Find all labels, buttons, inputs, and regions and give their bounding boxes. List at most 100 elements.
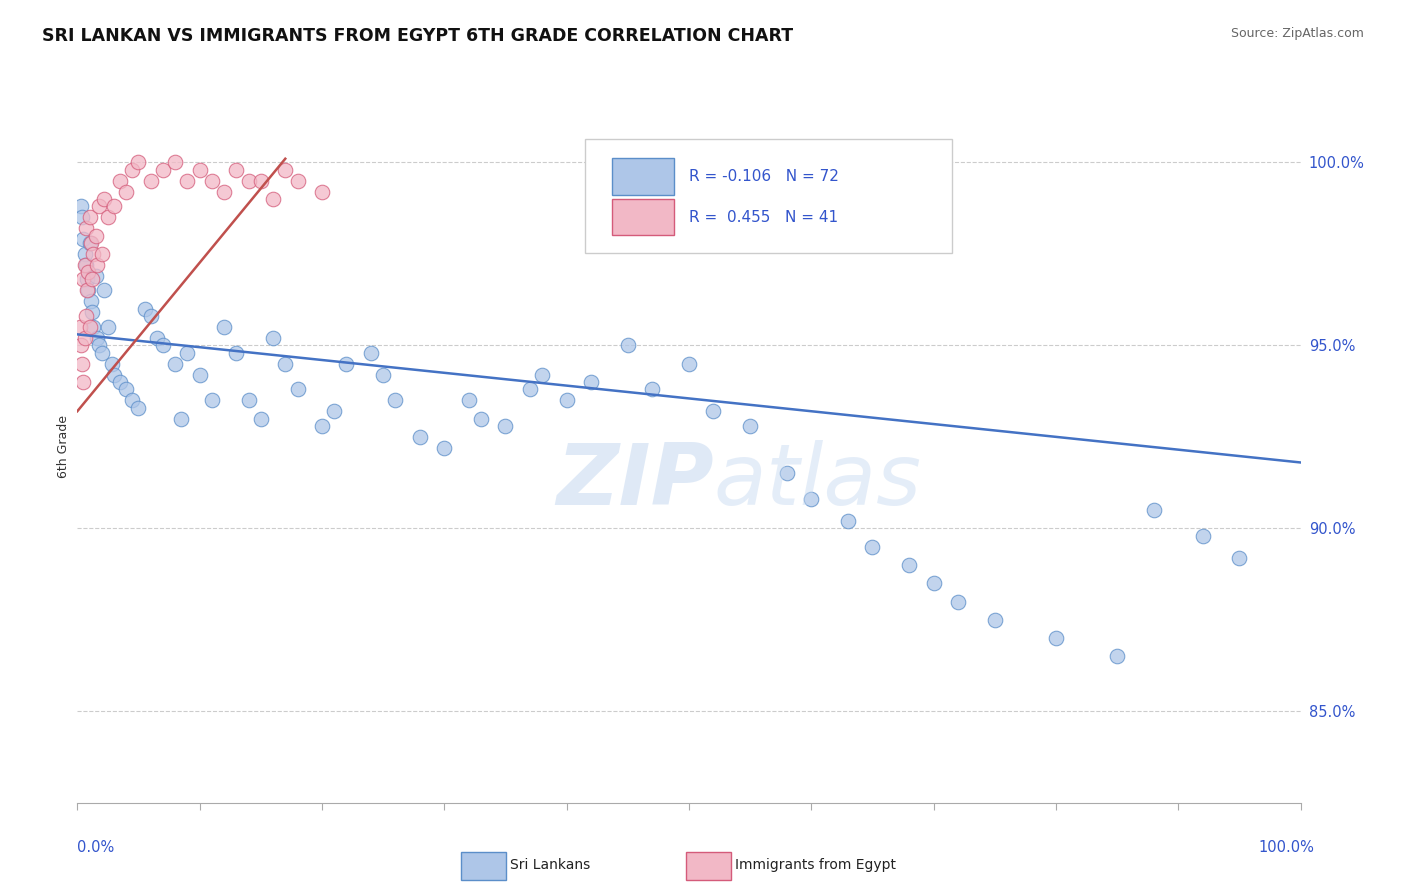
Point bbox=[287, 382, 309, 396]
Point bbox=[86, 331, 108, 345]
Text: Sri Lankans: Sri Lankans bbox=[510, 858, 591, 872]
Point bbox=[108, 375, 131, 389]
Point bbox=[80, 305, 103, 319]
Point bbox=[274, 162, 297, 177]
Point bbox=[531, 368, 554, 382]
Point bbox=[121, 393, 143, 408]
FancyBboxPatch shape bbox=[612, 199, 675, 235]
Point bbox=[127, 155, 149, 169]
Text: R =  0.455   N = 41: R = 0.455 N = 41 bbox=[689, 211, 838, 225]
Point bbox=[1045, 631, 1067, 645]
Text: 100.0%: 100.0% bbox=[1258, 840, 1315, 855]
Point bbox=[93, 192, 115, 206]
Point bbox=[311, 418, 333, 433]
Point bbox=[72, 375, 94, 389]
Point bbox=[1191, 529, 1213, 543]
Point bbox=[201, 174, 224, 188]
Point bbox=[702, 404, 724, 418]
Point bbox=[79, 235, 101, 250]
Text: 0.0%: 0.0% bbox=[77, 840, 114, 855]
Point bbox=[323, 404, 346, 418]
Point bbox=[90, 345, 112, 359]
Point bbox=[946, 594, 969, 608]
Point bbox=[371, 368, 394, 382]
Point bbox=[188, 368, 211, 382]
Point bbox=[250, 411, 273, 425]
Point bbox=[555, 393, 578, 408]
Point bbox=[115, 185, 138, 199]
Point bbox=[80, 235, 103, 250]
Point bbox=[1229, 550, 1251, 565]
Point bbox=[384, 393, 406, 408]
Point bbox=[127, 401, 149, 415]
Point bbox=[152, 162, 174, 177]
Point bbox=[165, 357, 187, 371]
Point bbox=[740, 418, 762, 433]
Point bbox=[212, 185, 235, 199]
Point bbox=[641, 382, 664, 396]
Point bbox=[678, 357, 700, 371]
Point bbox=[262, 192, 284, 206]
Point bbox=[225, 162, 247, 177]
Point bbox=[73, 247, 96, 261]
Point bbox=[75, 309, 97, 323]
Text: Immigrants from Egypt: Immigrants from Egypt bbox=[735, 858, 897, 872]
Point bbox=[274, 357, 297, 371]
Point bbox=[225, 345, 247, 359]
Point bbox=[922, 576, 945, 591]
Point bbox=[470, 411, 492, 425]
Point bbox=[360, 345, 382, 359]
Point bbox=[79, 320, 101, 334]
Text: R = -0.106   N = 72: R = -0.106 N = 72 bbox=[689, 169, 839, 184]
Point bbox=[519, 382, 541, 396]
Point bbox=[75, 258, 97, 272]
Y-axis label: 6th Grade: 6th Grade bbox=[58, 415, 70, 477]
Point bbox=[176, 174, 198, 188]
Point bbox=[776, 467, 799, 481]
Text: ZIP: ZIP bbox=[555, 440, 713, 524]
Point bbox=[800, 491, 823, 506]
Point bbox=[69, 320, 91, 334]
Point bbox=[433, 441, 456, 455]
Point bbox=[77, 284, 100, 298]
Point bbox=[121, 162, 143, 177]
Point bbox=[84, 228, 107, 243]
Point bbox=[238, 174, 260, 188]
Point bbox=[457, 393, 479, 408]
Point bbox=[898, 558, 921, 572]
Point bbox=[579, 375, 602, 389]
Point bbox=[73, 258, 96, 272]
Point bbox=[76, 284, 98, 298]
Point bbox=[108, 174, 131, 188]
Point bbox=[80, 294, 103, 309]
Point bbox=[103, 199, 125, 213]
Point bbox=[139, 309, 162, 323]
Point bbox=[82, 247, 104, 261]
Point bbox=[862, 540, 884, 554]
Point bbox=[115, 382, 138, 396]
Point bbox=[86, 258, 108, 272]
Point bbox=[176, 345, 198, 359]
Point bbox=[89, 338, 111, 352]
Point bbox=[139, 174, 162, 188]
Point bbox=[1107, 649, 1129, 664]
Point bbox=[72, 232, 94, 246]
Point bbox=[79, 211, 101, 225]
Point bbox=[212, 320, 235, 334]
Text: atlas: atlas bbox=[713, 440, 921, 524]
Point bbox=[73, 331, 96, 345]
Point bbox=[165, 155, 187, 169]
Point bbox=[72, 272, 94, 286]
Point bbox=[311, 185, 333, 199]
Point bbox=[80, 272, 103, 286]
Point bbox=[837, 514, 859, 528]
Point bbox=[984, 613, 1007, 627]
Point bbox=[93, 284, 115, 298]
Point bbox=[1143, 503, 1166, 517]
Point bbox=[70, 211, 93, 225]
Point bbox=[617, 338, 640, 352]
Text: Source: ZipAtlas.com: Source: ZipAtlas.com bbox=[1230, 27, 1364, 40]
Point bbox=[409, 430, 432, 444]
Point bbox=[70, 199, 93, 213]
Point bbox=[201, 393, 224, 408]
